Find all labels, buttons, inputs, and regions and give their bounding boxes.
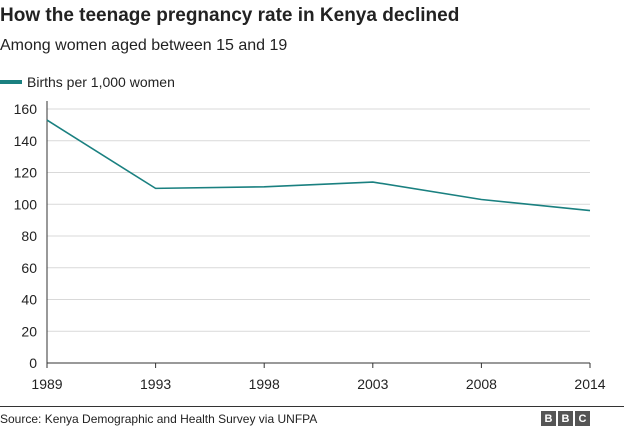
source-note: Source: Kenya Demographic and Health Sur… <box>0 412 318 426</box>
bbc-logo-letter: B <box>541 411 556 426</box>
legend: Births per 1,000 women <box>0 74 175 90</box>
x-tick-label: 2003 <box>357 376 388 392</box>
bbc-logo-letter: B <box>558 411 573 426</box>
x-tick-label: 2008 <box>466 376 497 392</box>
x-tick-label: 1993 <box>140 376 171 392</box>
y-tick-label: 120 <box>14 165 38 181</box>
y-tick-label: 40 <box>21 292 37 308</box>
y-tick-label: 100 <box>14 196 38 212</box>
footer-divider <box>0 406 624 407</box>
y-tick-label: 140 <box>14 133 38 149</box>
y-tick-label: 80 <box>21 228 37 244</box>
series-line <box>46 119 591 212</box>
x-tick-label: 2014 <box>574 376 605 392</box>
chart-title: How the teenage pregnancy rate in Kenya … <box>0 5 460 26</box>
chart-subtitle: Among women aged between 15 and 19 <box>0 37 288 54</box>
legend-swatch <box>0 80 22 84</box>
y-tick-label: 20 <box>21 323 37 339</box>
bbc-logo-letter: C <box>575 411 590 426</box>
y-tick-label: 0 <box>29 355 37 371</box>
y-tick-label: 160 <box>14 101 38 117</box>
x-tick-label: 1998 <box>249 376 280 392</box>
legend-label: Births per 1,000 women <box>27 74 175 90</box>
x-tick-label: 1989 <box>31 376 62 392</box>
bbc-logo: B B C <box>541 411 590 426</box>
y-tick-label: 60 <box>21 260 37 276</box>
